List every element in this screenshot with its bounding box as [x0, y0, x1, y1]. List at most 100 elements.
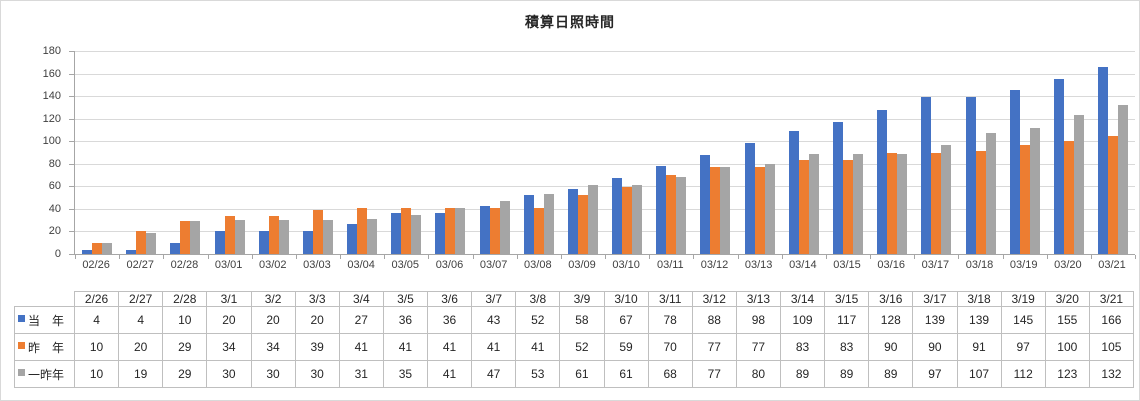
- bar: [411, 214, 422, 254]
- gridline: [75, 51, 1135, 52]
- bar: [921, 97, 932, 254]
- value-cell: 52: [559, 333, 605, 361]
- bar: [312, 210, 323, 254]
- bar: [190, 221, 201, 254]
- value-cell: 123: [1044, 360, 1090, 388]
- value-cell: 29: [162, 360, 208, 388]
- bar: [146, 232, 157, 254]
- date-header-cell: 3/14: [779, 291, 826, 307]
- y-axis-label: 160: [42, 68, 61, 80]
- x-axis-label: 03/02: [259, 259, 287, 271]
- bar: [666, 175, 677, 254]
- bar: [357, 207, 368, 254]
- y-axis-tick: [69, 51, 75, 52]
- value-cell: 88: [691, 306, 737, 334]
- series-label-cell: 一昨年: [14, 360, 75, 388]
- bar-group: [826, 51, 870, 254]
- bar: [754, 167, 765, 254]
- gridline: [75, 164, 1135, 165]
- bar: [622, 187, 633, 254]
- bar: [347, 223, 358, 254]
- date-header-cell: 3/3: [294, 291, 340, 307]
- date-header-cell: 3/9: [559, 291, 605, 307]
- value-cell: 41: [382, 333, 429, 361]
- bar: [224, 215, 235, 254]
- bar: [941, 144, 952, 254]
- value-cell: 61: [559, 360, 605, 388]
- y-axis-label: 40: [48, 203, 61, 215]
- value-cell: 4: [118, 306, 164, 334]
- value-cell: 117: [824, 306, 870, 334]
- x-axis-label: 03/17: [921, 259, 950, 271]
- series-label: 一昨年: [28, 367, 65, 382]
- bar: [965, 97, 976, 254]
- bar: [587, 185, 598, 254]
- value-cell: 112: [1000, 360, 1046, 388]
- bar-group: [693, 51, 737, 254]
- x-axis-label: 03/10: [612, 259, 640, 271]
- plot-area: [69, 51, 1136, 259]
- value-cell: 109: [779, 306, 826, 334]
- bar: [499, 201, 510, 254]
- date-header-cell: 3/10: [603, 291, 649, 307]
- x-axis-label: 03/06: [435, 259, 464, 271]
- gridline: [75, 74, 1135, 75]
- x-axis-tick: [340, 255, 341, 259]
- date-header-cell: 3/8: [515, 291, 561, 307]
- date-header-row: 2/26 2/27 2/28 3/1 3/2 3/3 3/4 3/5 3/6 3/7 3/8 3/9 3…: [14, 291, 1135, 307]
- bar-group: [517, 51, 561, 254]
- bar: [180, 221, 191, 254]
- y-axis-tick: [69, 164, 75, 165]
- date-header-cell: 3/6: [426, 291, 473, 307]
- value-cell: 77: [691, 360, 737, 388]
- y-axis-tick: [69, 96, 75, 97]
- legend-swatch: [18, 342, 25, 350]
- bar: [92, 242, 103, 254]
- x-axis-tick: [958, 255, 959, 259]
- value-cell: 145: [1000, 306, 1046, 334]
- bar: [302, 231, 313, 254]
- value-cell: 10: [162, 306, 208, 334]
- bar: [612, 178, 623, 254]
- x-axis-label: 03/20: [1054, 259, 1082, 271]
- bar: [367, 219, 378, 254]
- bar: [455, 207, 466, 254]
- value-cell: 83: [824, 333, 870, 361]
- bar: [975, 151, 986, 254]
- x-axis-tick: [75, 255, 76, 259]
- value-cell: 90: [868, 333, 914, 361]
- table-row: 昨 年 10 20 29 34 34 39 41 41 41 41 41 52 59 70 77 77 83 83 9…: [14, 333, 1135, 361]
- table-corner-cell: [14, 291, 75, 307]
- date-header-cell: 3/1: [206, 291, 252, 307]
- value-cell: 20: [294, 306, 340, 334]
- date-header-cell: 3/2: [250, 291, 296, 307]
- y-axis-label: 60: [48, 180, 61, 192]
- bar: [278, 220, 289, 254]
- value-cell: 128: [868, 306, 914, 334]
- value-cell: 89: [779, 360, 826, 388]
- value-cell: 30: [250, 360, 296, 388]
- date-header-cell: 3/13: [735, 291, 782, 307]
- value-cell: 43: [471, 306, 517, 334]
- x-axis-label: 03/03: [303, 259, 331, 271]
- value-cell: 41: [471, 333, 517, 361]
- x-axis-label: 02/28: [170, 259, 199, 271]
- value-cell: 34: [206, 333, 252, 361]
- value-cell: 77: [735, 333, 782, 361]
- bar: [985, 133, 996, 254]
- bar-group: [252, 51, 296, 254]
- bar: [567, 188, 578, 254]
- date-header-cell: 3/20: [1044, 291, 1090, 307]
- bar: [136, 231, 147, 254]
- bar: [401, 207, 412, 254]
- value-cell: 105: [1088, 333, 1135, 361]
- value-cell: 83: [779, 333, 826, 361]
- date-header-cell: 2/28: [162, 291, 208, 307]
- bar: [435, 213, 446, 254]
- bar: [322, 220, 333, 254]
- x-axis-tick: [252, 255, 253, 259]
- value-cell: 139: [912, 306, 958, 334]
- bar: [268, 215, 279, 254]
- value-cell: 47: [471, 360, 517, 388]
- bar: [897, 153, 908, 254]
